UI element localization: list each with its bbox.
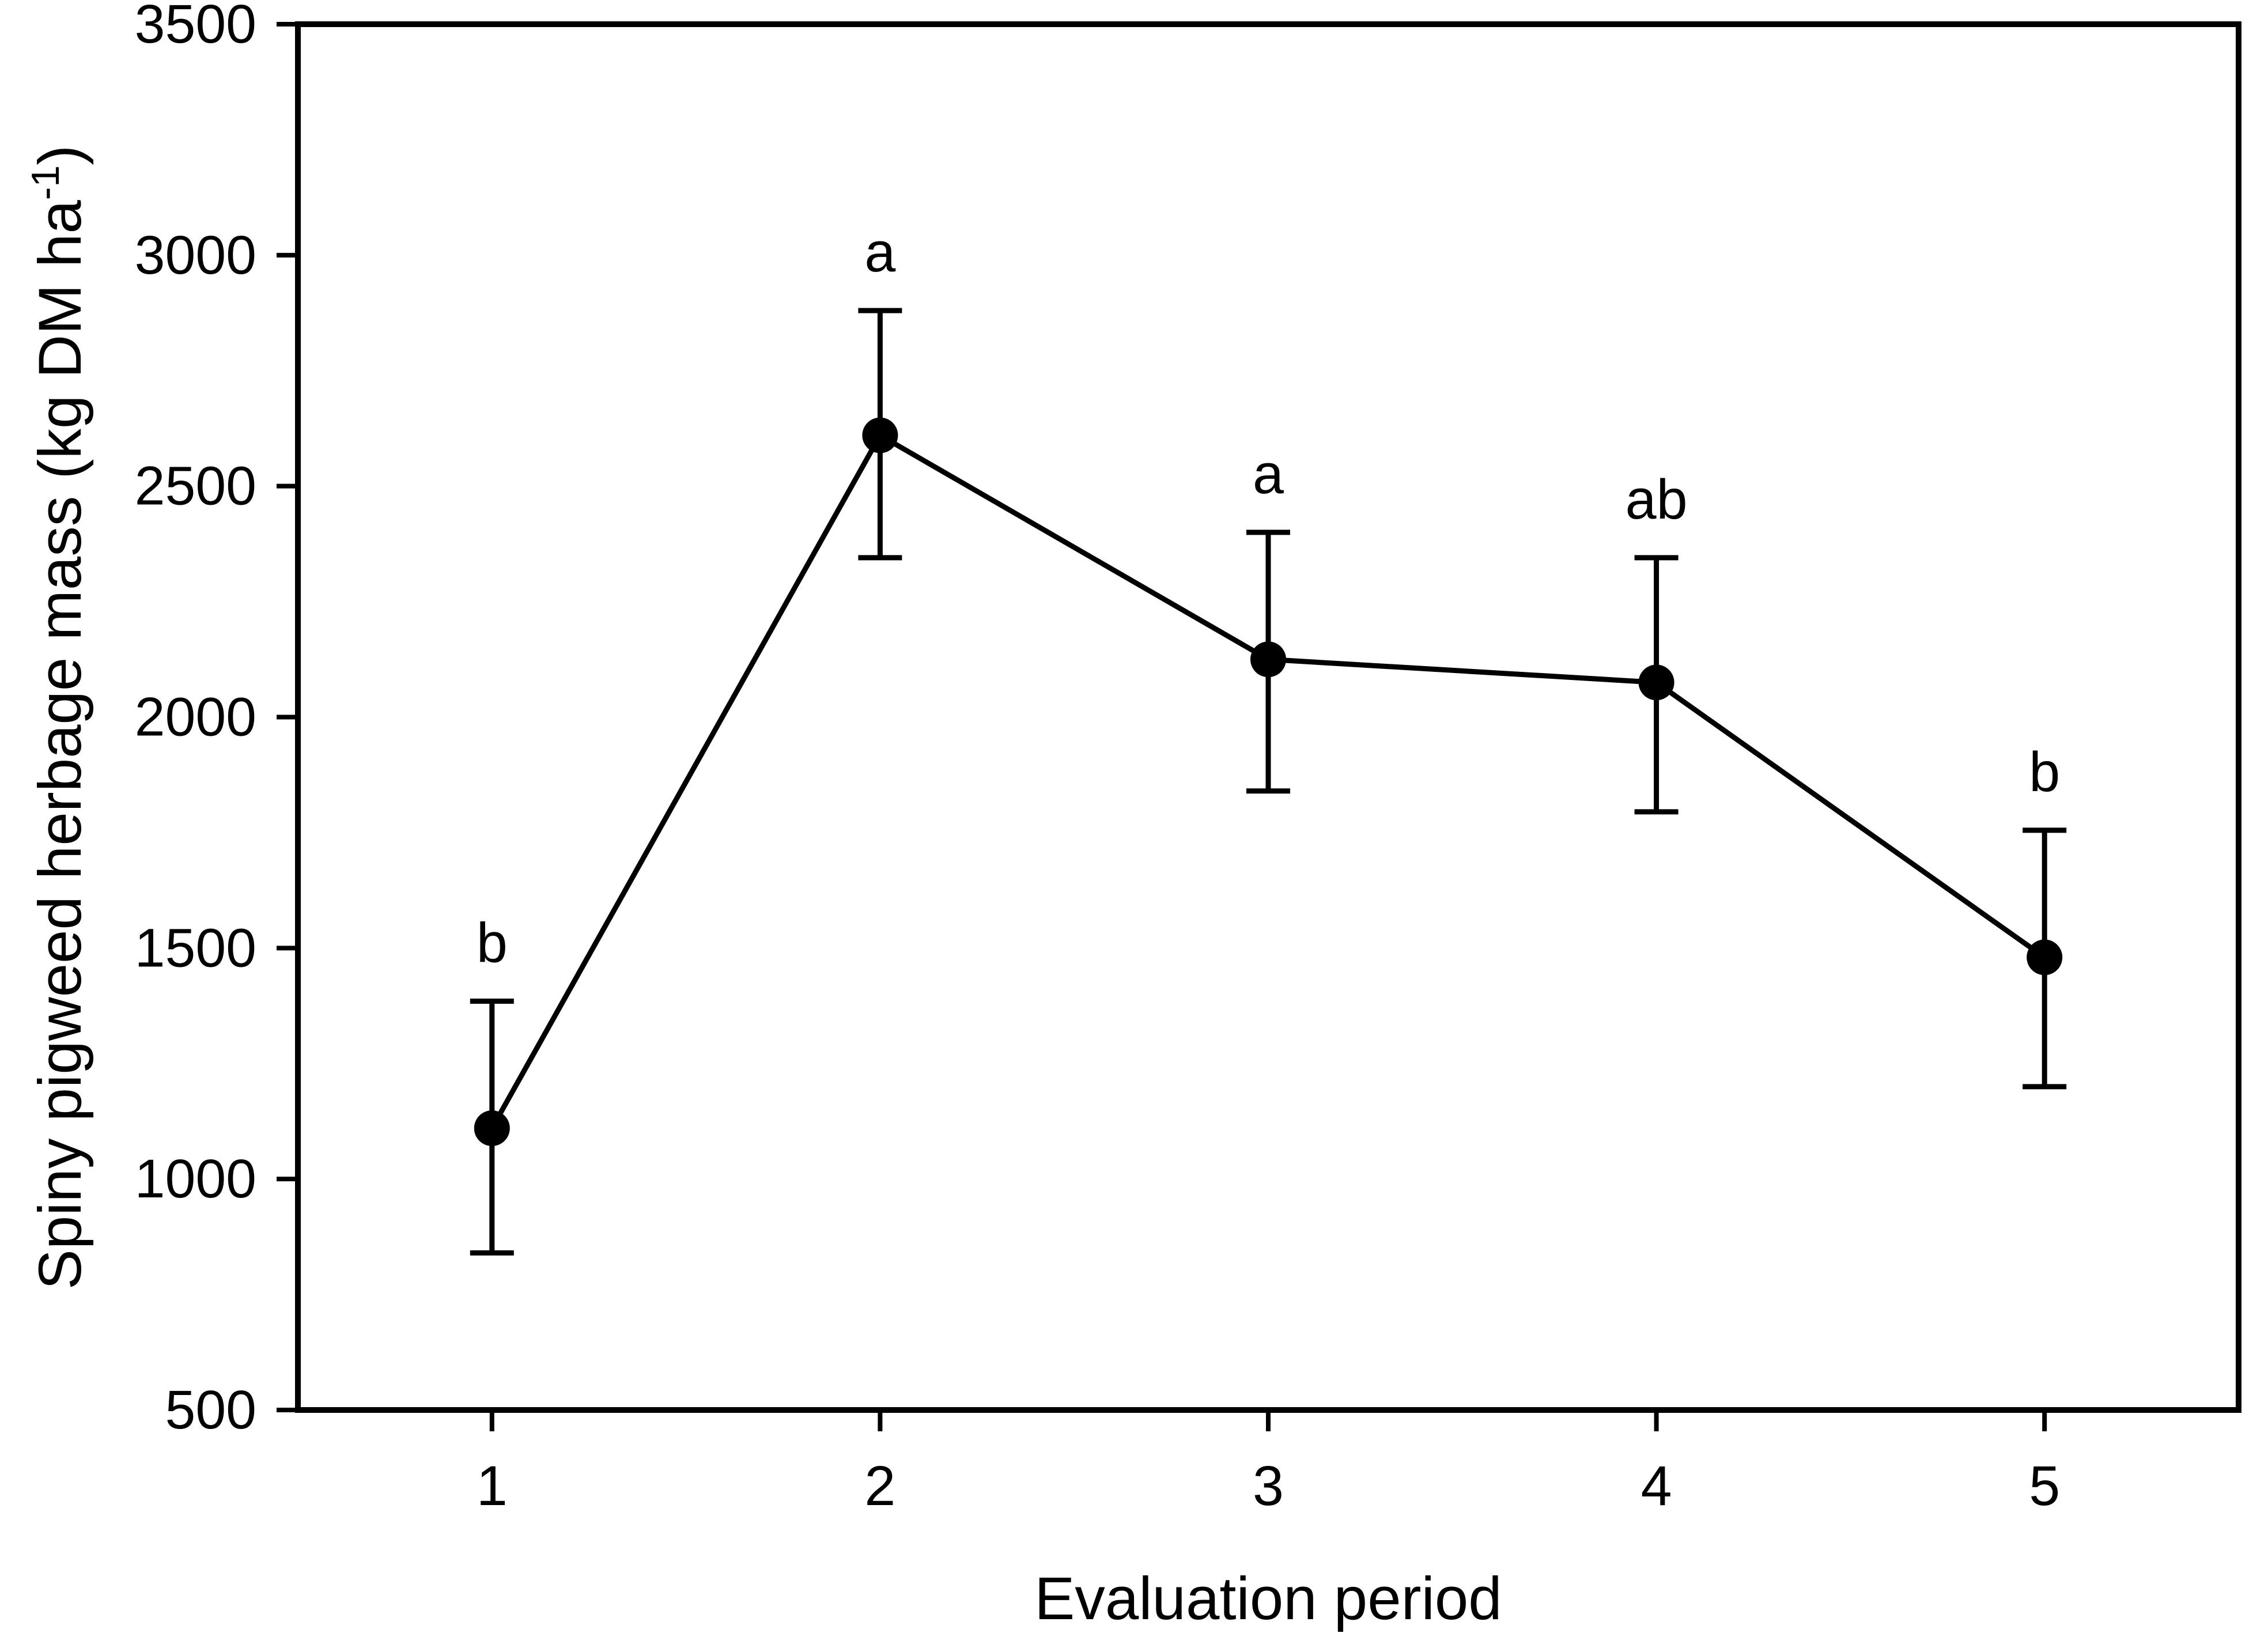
significance-letter: b: [2029, 740, 2060, 803]
significance-letter: a: [864, 221, 895, 283]
y-tick-label: 1500: [135, 917, 256, 978]
data-point-marker: [862, 417, 898, 453]
x-tick-label: 1: [477, 1454, 508, 1517]
x-tick-label: 2: [864, 1454, 895, 1517]
significance-letter: a: [1253, 443, 1284, 505]
significance-letter: b: [477, 912, 508, 974]
x-tick-label: 4: [1641, 1454, 1672, 1517]
data-point-marker: [1638, 664, 1674, 701]
y-tick-label: 1000: [135, 1148, 256, 1209]
x-tick-label: 5: [2029, 1454, 2060, 1517]
y-tick-label: 2500: [135, 456, 256, 517]
x-tick-label: 3: [1253, 1454, 1284, 1517]
y-axis-title: Spiny pigweed herbage mass (kg DM ha-1): [24, 145, 94, 1290]
significance-letter: ab: [1626, 468, 1688, 531]
y-tick-label: 500: [165, 1379, 256, 1441]
y-tick-label: 2000: [135, 687, 256, 748]
data-point-marker: [2027, 939, 2063, 976]
x-axis-title: Evaluation period: [1034, 1565, 1502, 1632]
y-tick-label: 3500: [135, 0, 256, 55]
y-tick-label: 3000: [135, 225, 256, 286]
data-point-marker: [1250, 641, 1286, 678]
data-point-marker: [474, 1110, 510, 1146]
